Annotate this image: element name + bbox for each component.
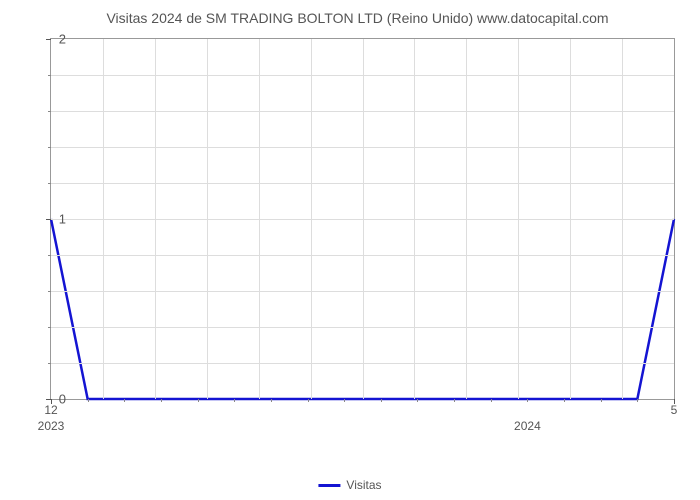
y-minor-tick [48, 327, 51, 328]
x-minor-tick [161, 399, 162, 402]
x-minor-tick [88, 399, 89, 402]
chart-legend: Visitas [318, 478, 381, 492]
x-minor-tick [527, 399, 528, 402]
grid-line-vertical [207, 39, 208, 399]
grid-line-vertical [259, 39, 260, 399]
x-group-label: 2023 [38, 419, 65, 433]
x-minor-tick [601, 399, 602, 402]
y-minor-tick [48, 363, 51, 364]
x-minor-tick [308, 399, 309, 402]
x-minor-tick [491, 399, 492, 402]
grid-line-vertical [570, 39, 571, 399]
y-minor-tick [48, 291, 51, 292]
x-minor-tick [637, 399, 638, 402]
y-tick [46, 219, 51, 220]
x-tick-label: 12 [44, 403, 57, 417]
grid-line-vertical [518, 39, 519, 399]
grid-line-vertical [622, 39, 623, 399]
grid-line-vertical [311, 39, 312, 399]
grid-line-vertical [155, 39, 156, 399]
y-minor-tick [48, 75, 51, 76]
x-minor-tick [564, 399, 565, 402]
visits-chart: Visitas 2024 de SM TRADING BOLTON LTD (R… [30, 10, 685, 440]
x-minor-tick [381, 399, 382, 402]
x-minor-tick [234, 399, 235, 402]
x-minor-tick [417, 399, 418, 402]
legend-label: Visitas [346, 478, 381, 492]
x-minor-tick [198, 399, 199, 402]
legend-swatch [318, 484, 340, 487]
grid-line-vertical [466, 39, 467, 399]
grid-line-vertical [363, 39, 364, 399]
y-tick [46, 39, 51, 40]
x-group-label: 2024 [514, 419, 541, 433]
y-minor-tick [48, 111, 51, 112]
y-minor-tick [48, 183, 51, 184]
x-minor-tick [344, 399, 345, 402]
plot-area: 01212520232024 [50, 38, 675, 400]
x-tick [51, 399, 52, 404]
x-minor-tick [124, 399, 125, 402]
x-minor-tick [271, 399, 272, 402]
grid-line-vertical [414, 39, 415, 399]
y-minor-tick [48, 255, 51, 256]
grid-line-vertical [103, 39, 104, 399]
chart-title: Visitas 2024 de SM TRADING BOLTON LTD (R… [30, 10, 685, 26]
x-tick-label: 5 [671, 403, 678, 417]
y-minor-tick [48, 147, 51, 148]
x-tick [674, 399, 675, 404]
x-minor-tick [454, 399, 455, 402]
